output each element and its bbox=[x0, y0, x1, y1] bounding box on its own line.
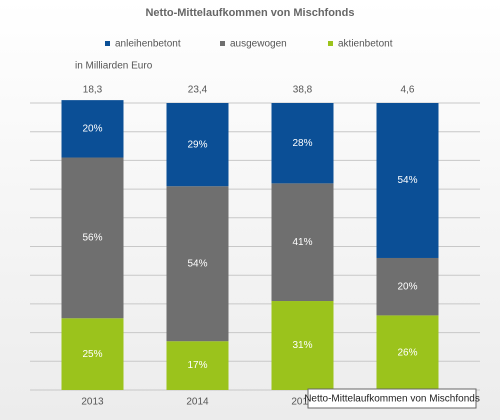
data-label: 29% bbox=[187, 139, 207, 150]
bar-segment bbox=[61, 157, 124, 319]
bar-segment bbox=[61, 100, 124, 158]
bar-segment bbox=[166, 186, 229, 342]
x-tick-label: 2013 bbox=[81, 397, 104, 408]
total-label: 38,8 bbox=[293, 85, 313, 96]
bar-segment bbox=[376, 103, 439, 258]
data-label: 28% bbox=[292, 138, 312, 149]
data-label: 20% bbox=[397, 281, 417, 292]
total-label: 23,4 bbox=[188, 85, 208, 96]
tooltip-text: Netto-Mittelaufkommen von Mischfonds bbox=[304, 394, 480, 405]
data-label: 26% bbox=[397, 347, 417, 358]
tooltip-box bbox=[307, 388, 477, 409]
data-label: 20% bbox=[82, 123, 102, 134]
total-label: 18,3 bbox=[83, 85, 103, 96]
data-label: 17% bbox=[187, 360, 207, 371]
plot: anleihenbetont ausgewogen aktienbetont 25% 5… bbox=[30, 39, 480, 408]
tooltip: Netto-Mittelaufkommen von Mischfonds bbox=[304, 388, 480, 409]
legend-swatch bbox=[328, 41, 333, 46]
bar-segment bbox=[271, 103, 334, 184]
bar-segment bbox=[166, 103, 229, 187]
legend-label: anleihenbetont bbox=[115, 39, 181, 50]
x-tick-label: 2014 bbox=[186, 397, 209, 408]
x-tick-label: 2015 bbox=[291, 397, 314, 408]
bar-segment bbox=[376, 257, 439, 316]
legend-swatch bbox=[220, 41, 225, 46]
data-label: 25% bbox=[82, 349, 102, 360]
legend-label: ausgewogen bbox=[230, 39, 287, 50]
bar-segment bbox=[271, 301, 334, 390]
data-label: 56% bbox=[82, 233, 102, 244]
unit-label: in Milliarden Euro bbox=[75, 61, 153, 72]
data-label: 54% bbox=[397, 175, 417, 186]
bar-segment bbox=[61, 318, 124, 390]
legend-label: aktienbetont bbox=[338, 39, 393, 50]
bar-segment bbox=[376, 315, 439, 390]
data-label: 31% bbox=[292, 340, 312, 351]
legend-swatch bbox=[105, 41, 110, 46]
bar-segment bbox=[166, 341, 229, 390]
bar-segment bbox=[271, 183, 334, 302]
chart-title: Netto-Mittelaufkommen von Mischfonds bbox=[145, 7, 354, 19]
data-label: 41% bbox=[292, 237, 312, 248]
total-label: 4,6 bbox=[401, 85, 415, 96]
data-label: 54% bbox=[187, 258, 207, 269]
